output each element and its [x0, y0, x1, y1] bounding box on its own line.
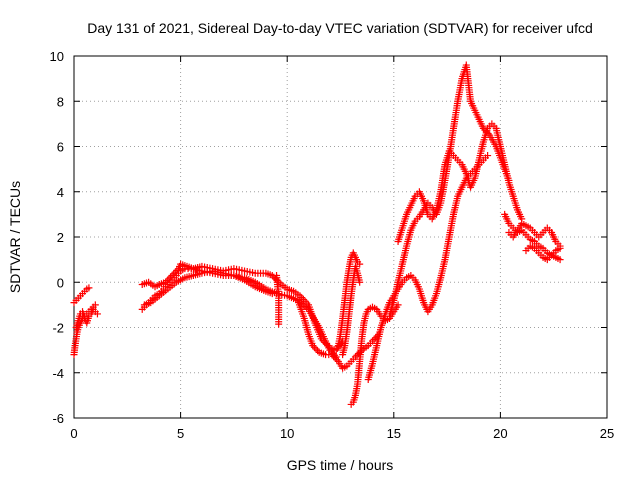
data-point: [312, 345, 320, 353]
y-tick-label: 2: [57, 230, 64, 245]
data-point: [356, 278, 364, 286]
x-tick-label: 15: [387, 426, 401, 441]
chart-title: Day 131 of 2021, Sidereal Day-to-day VTE…: [87, 20, 593, 36]
data-point: [165, 275, 173, 283]
data-point: [331, 354, 339, 362]
data-point: [273, 271, 281, 279]
series-tail-c: [522, 242, 564, 264]
data-point: [556, 256, 564, 264]
y-axis-label: SDTVAR / TECUs: [7, 181, 23, 293]
data-point: [170, 270, 178, 278]
data-point: [330, 352, 338, 360]
series-midday-c: [140, 267, 276, 309]
series-spike-b: [339, 262, 364, 359]
data-point: [93, 310, 101, 318]
data-point: [314, 347, 322, 355]
data-point: [484, 152, 492, 160]
data-point: [556, 244, 564, 252]
data-point: [310, 343, 318, 351]
data-point: [173, 266, 181, 274]
data-point: [163, 277, 171, 285]
series-early-a: [70, 284, 93, 307]
x-tick-label: 25: [600, 426, 614, 441]
y-tick-label: 0: [57, 275, 64, 290]
data-point: [91, 301, 99, 309]
tick-layer: 0 5 10 15 20 25 -6 -4 -2 0 2 4 6 8 10: [50, 49, 615, 441]
data-point: [268, 290, 276, 298]
x-tick-label: 10: [280, 426, 294, 441]
data-point: [85, 284, 93, 292]
y-tick-label: 10: [50, 49, 64, 64]
y-tick-label: -4: [52, 366, 64, 381]
y-tick-label: -2: [52, 321, 64, 336]
x-axis-label: GPS time / hours: [287, 457, 394, 473]
data-marks: [70, 61, 564, 408]
series-early-c: [72, 305, 101, 331]
data-point: [309, 342, 317, 350]
data-point: [171, 268, 179, 276]
series-spike-a: [334, 249, 364, 350]
series-rise-c: [394, 120, 526, 246]
x-tick-label: 20: [493, 426, 507, 441]
data-point: [166, 273, 174, 281]
data-point: [356, 260, 364, 268]
series-isolated: [273, 271, 283, 328]
data-point: [333, 356, 341, 364]
data-point: [328, 351, 336, 359]
y-tick-label: 6: [57, 140, 64, 155]
x-tick-label: 0: [70, 426, 77, 441]
y-tick-label: 4: [57, 185, 64, 200]
data-point: [162, 278, 170, 286]
y-tick-label: -6: [52, 411, 64, 426]
y-tick-label: 8: [57, 94, 64, 109]
x-tick-label: 5: [177, 426, 184, 441]
data-point: [168, 271, 176, 279]
